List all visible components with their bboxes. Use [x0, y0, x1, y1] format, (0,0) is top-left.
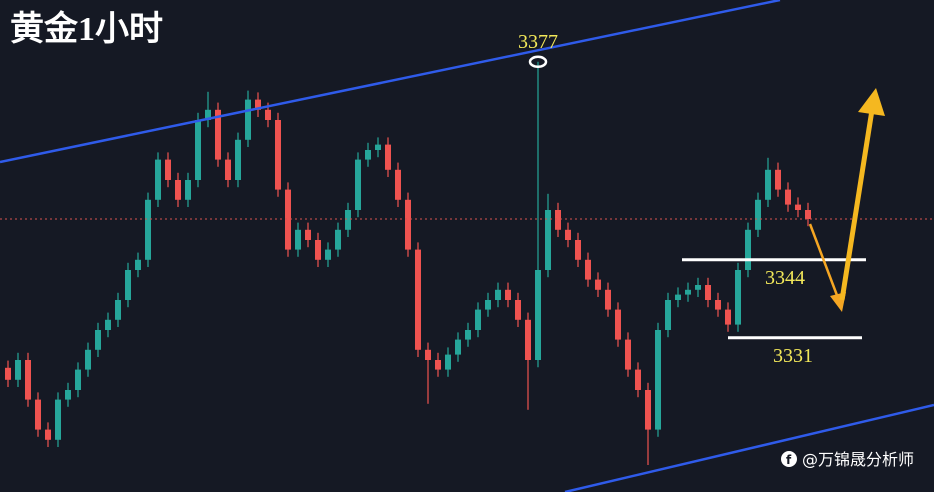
- candle-body: [765, 169, 771, 200]
- candle-body: [335, 229, 341, 250]
- candle-body: [635, 369, 641, 390]
- candles: [5, 61, 811, 465]
- candle-body: [35, 399, 41, 430]
- candle-body: [475, 309, 481, 330]
- candle-body: [735, 270, 741, 325]
- candle-body: [65, 390, 71, 400]
- candle-body: [165, 159, 171, 180]
- candle-body: [255, 99, 261, 110]
- candle-body: [425, 349, 431, 360]
- candle-body: [395, 169, 401, 200]
- channel-lower: [564, 403, 934, 492]
- candle-body: [595, 279, 601, 290]
- candle-body: [655, 330, 661, 430]
- candle-body: [415, 249, 421, 350]
- candle-body: [705, 285, 711, 300]
- candle-body: [385, 144, 391, 170]
- candle-body: [55, 399, 61, 440]
- candle-body: [135, 259, 141, 270]
- candle-body: [535, 270, 541, 360]
- candle-body: [275, 120, 281, 190]
- candle-body: [585, 259, 591, 280]
- candle-body: [75, 369, 81, 390]
- candle-body: [15, 360, 21, 380]
- candle-body: [265, 109, 271, 120]
- candle-body: [805, 210, 811, 219]
- channel-upper: [0, 0, 781, 164]
- candle-body: [715, 300, 721, 310]
- candle-body: [345, 210, 351, 230]
- candle-body: [285, 189, 291, 250]
- candle-body: [5, 367, 11, 380]
- candle-body: [195, 120, 201, 180]
- candle-body: [235, 139, 241, 180]
- candle-body: [625, 339, 631, 370]
- candle-body: [435, 360, 441, 370]
- candle-body: [505, 289, 511, 300]
- candle-body: [305, 229, 311, 240]
- candle-body: [125, 270, 131, 300]
- candle-body: [315, 240, 321, 260]
- candle-body: [175, 180, 181, 200]
- candle-body: [695, 285, 701, 290]
- candle-body: [405, 199, 411, 250]
- candle-body: [465, 330, 471, 340]
- candle-body: [605, 289, 611, 310]
- arrow-up-head: [858, 88, 885, 116]
- candle-body: [205, 109, 211, 120]
- candle-body: [615, 309, 621, 340]
- candle-body: [515, 300, 521, 320]
- level-label: 3344: [765, 267, 805, 289]
- candle-body: [525, 319, 531, 360]
- watermark: @万锦晟分析师: [802, 450, 914, 469]
- candle-body: [675, 294, 681, 300]
- candle-body: [545, 210, 551, 270]
- watermark-icon: [781, 451, 797, 467]
- candle-body: [685, 289, 691, 295]
- candle-body: [85, 349, 91, 370]
- candle-body: [95, 330, 101, 350]
- candle-body: [725, 309, 731, 325]
- candle-body: [215, 109, 221, 160]
- level-label: 3331: [773, 345, 813, 367]
- candle-body: [785, 189, 791, 205]
- candle-body: [495, 289, 501, 300]
- watermark-icon-letter: f: [786, 453, 792, 467]
- peak-marker: [528, 55, 548, 69]
- candle-body: [575, 240, 581, 260]
- candle-body: [455, 339, 461, 355]
- candle-body: [155, 159, 161, 200]
- candle-body: [185, 180, 191, 200]
- candle-body: [485, 300, 491, 310]
- candle-body: [795, 204, 801, 210]
- arrow-up-line: [839, 109, 875, 301]
- candle-body: [775, 169, 781, 190]
- candle-body: [355, 159, 361, 210]
- candle-body: [325, 249, 331, 260]
- candle-body: [295, 229, 301, 250]
- chart-title: 黄金1小时: [10, 9, 163, 48]
- candle-body: [565, 229, 571, 240]
- candle-body: [665, 300, 671, 330]
- candle-body: [225, 159, 231, 180]
- candle-body: [745, 229, 751, 270]
- watermark-group: f @万锦晟分析师: [781, 450, 914, 469]
- arrow-down-line: [808, 223, 840, 299]
- candle-body: [365, 150, 371, 160]
- candle-body: [25, 360, 31, 400]
- peak-label: 3377: [518, 31, 558, 53]
- candle-body: [145, 199, 151, 260]
- candle-body: [755, 199, 761, 230]
- candle-body: [115, 300, 121, 320]
- candle-body: [555, 210, 561, 230]
- candle-body: [375, 144, 381, 150]
- overlay: 3377 3344 3331: [0, 31, 934, 367]
- candle-body: [245, 99, 251, 140]
- candle-body: [45, 429, 51, 440]
- candle-body: [105, 319, 111, 330]
- candle-body: [645, 390, 651, 430]
- candle-body: [445, 354, 451, 370]
